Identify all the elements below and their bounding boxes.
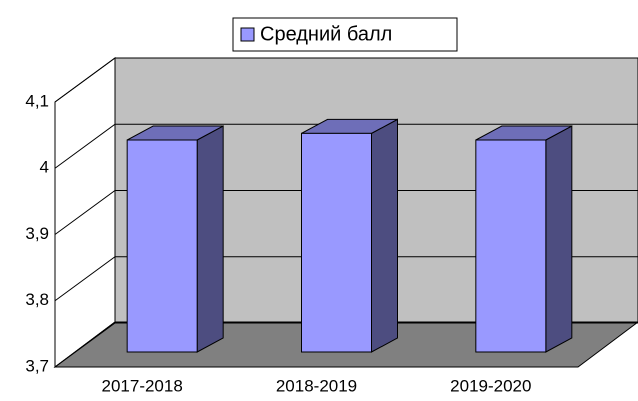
bar	[126, 125, 224, 353]
y-tick-label: 3,8	[25, 290, 49, 309]
bar	[301, 118, 398, 353]
grid-line	[54, 57, 638, 103]
grid-line	[54, 190, 638, 235]
y-tick-label: 4,1	[25, 91, 49, 110]
bar	[475, 125, 573, 353]
bar-front	[126, 139, 198, 353]
x-tick-label: 2019-2020	[450, 376, 531, 395]
bars	[126, 118, 573, 353]
bar-front	[475, 139, 547, 353]
grid	[54, 57, 638, 368]
bar-side	[371, 118, 398, 353]
legend-swatch	[240, 27, 255, 42]
legend-label: Средний балл	[260, 23, 392, 45]
grid-line	[54, 256, 638, 302]
x-tick-label: 2018-2019	[276, 376, 357, 395]
legend: Средний балл	[232, 17, 458, 52]
y-tick-label: 4	[40, 158, 49, 177]
y-tick-label: 3,7	[25, 356, 49, 375]
x-tick-label: 2017-2018	[102, 376, 183, 395]
bar-side	[545, 125, 573, 353]
bar-front	[301, 132, 372, 353]
grid-line	[54, 123, 638, 169]
grid-line	[54, 322, 638, 368]
y-tick-label: 3,9	[25, 224, 49, 243]
bar-side	[196, 125, 224, 353]
legend-box	[232, 17, 458, 52]
